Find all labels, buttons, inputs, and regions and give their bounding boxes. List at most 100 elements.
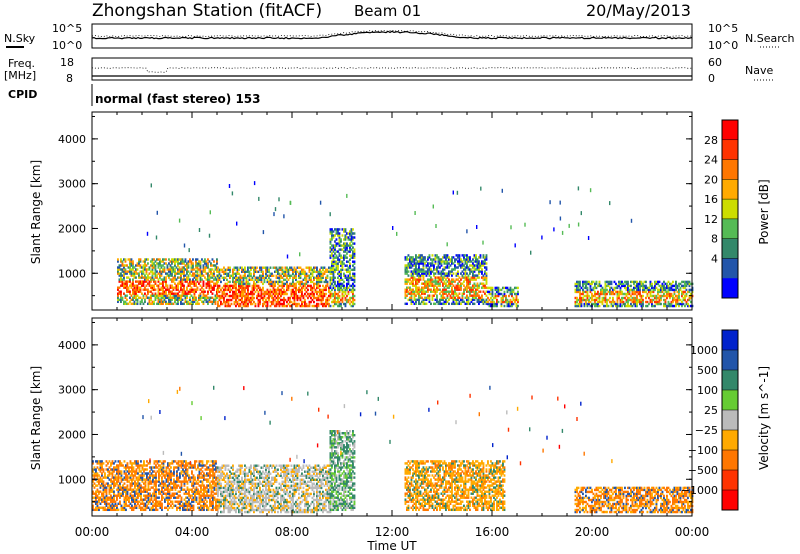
power-cell <box>448 258 450 261</box>
power-cell <box>452 284 455 287</box>
power-cell <box>412 260 414 263</box>
velocity-cell <box>92 508 94 512</box>
power-cell <box>247 294 249 298</box>
velocity-cell <box>137 488 139 491</box>
power-cell <box>142 268 145 271</box>
velocity-cell <box>156 496 159 499</box>
velocity-cell <box>153 494 156 497</box>
velocity-cell <box>110 490 112 493</box>
power-cell <box>506 302 509 306</box>
power-cell <box>247 304 249 308</box>
power-cell <box>610 292 613 296</box>
velocity-cell <box>164 482 166 485</box>
power-cell <box>287 274 290 278</box>
power-cell <box>207 258 209 261</box>
power-cell <box>341 298 344 302</box>
power-cell <box>673 296 676 300</box>
power-cell <box>448 266 450 269</box>
velocity-cell <box>170 480 172 483</box>
power-cell <box>153 294 155 297</box>
power-cell <box>133 286 136 289</box>
power-cell <box>664 304 667 308</box>
power-cell <box>136 298 139 302</box>
power-cell <box>207 302 209 306</box>
power-cell <box>479 256 482 259</box>
power-cell <box>310 296 312 300</box>
power-cell <box>672 304 674 308</box>
power-cell <box>434 276 437 279</box>
velocity-cell <box>162 460 165 463</box>
power-cell <box>211 276 214 279</box>
power-cell <box>216 290 218 293</box>
velocity-cell <box>122 486 124 489</box>
power-cell <box>404 296 407 300</box>
power-cell <box>148 272 151 275</box>
power-cell <box>290 266 293 269</box>
velocity-cell <box>98 478 100 481</box>
power-cell <box>457 272 459 275</box>
power-cell <box>600 292 602 296</box>
power-cell <box>515 286 518 290</box>
velocity-cell <box>116 506 118 510</box>
velocity-cell <box>165 468 168 471</box>
power-cell <box>582 296 584 300</box>
power-cell <box>437 300 440 304</box>
power-cell <box>272 288 275 292</box>
power-cell <box>139 302 142 306</box>
power-cell <box>269 284 272 288</box>
power-cell <box>216 280 218 283</box>
power-cell <box>413 284 416 287</box>
power-cell <box>503 304 506 308</box>
power-cell <box>163 294 166 297</box>
power-cell <box>192 300 194 304</box>
power-cell <box>130 286 133 289</box>
velocity-cell <box>161 468 163 471</box>
power-cell <box>637 282 640 286</box>
power-cell <box>331 252 333 255</box>
power-cell <box>652 290 655 294</box>
power-cell <box>431 280 434 283</box>
velocity-cell <box>161 502 163 506</box>
power-cell <box>649 288 652 292</box>
nsky-series <box>91 29 693 40</box>
power-cell <box>352 288 354 292</box>
power-cell <box>454 298 456 302</box>
power-cell <box>337 284 339 288</box>
velocity-cell <box>119 472 121 475</box>
velocity-cell <box>111 508 114 512</box>
power-cell <box>685 294 688 298</box>
power-cell <box>274 284 276 288</box>
power-cell <box>241 292 243 296</box>
velocity-cell <box>129 476 132 479</box>
power-cell <box>207 272 209 275</box>
power-cell <box>613 292 616 296</box>
power-cell <box>442 256 444 259</box>
power-cell <box>541 235 543 240</box>
power-cell <box>413 294 416 297</box>
power-cell <box>120 280 122 283</box>
velocity-cell <box>141 490 144 493</box>
power-cell <box>349 244 351 247</box>
power-cell <box>448 292 450 295</box>
power-cell <box>272 290 275 294</box>
power-cell <box>216 274 218 277</box>
power-cell <box>174 260 176 263</box>
power-cell <box>293 276 296 280</box>
power-cell <box>636 282 638 286</box>
power-cell <box>598 292 601 296</box>
power-cell <box>205 272 208 275</box>
power-cell <box>646 294 649 298</box>
velocity-cell <box>167 464 169 467</box>
power-cell <box>126 284 128 287</box>
power-cell <box>210 290 212 293</box>
velocity-cell <box>173 478 175 481</box>
velocity-cell <box>131 500 133 503</box>
power-cell <box>160 282 163 285</box>
velocity-cell <box>126 498 129 501</box>
power-cell <box>304 288 306 292</box>
power-cell <box>265 272 267 276</box>
power-cell <box>649 294 652 298</box>
power-cell <box>346 270 348 274</box>
power-cell <box>147 290 149 293</box>
velocity-cell <box>125 498 127 501</box>
